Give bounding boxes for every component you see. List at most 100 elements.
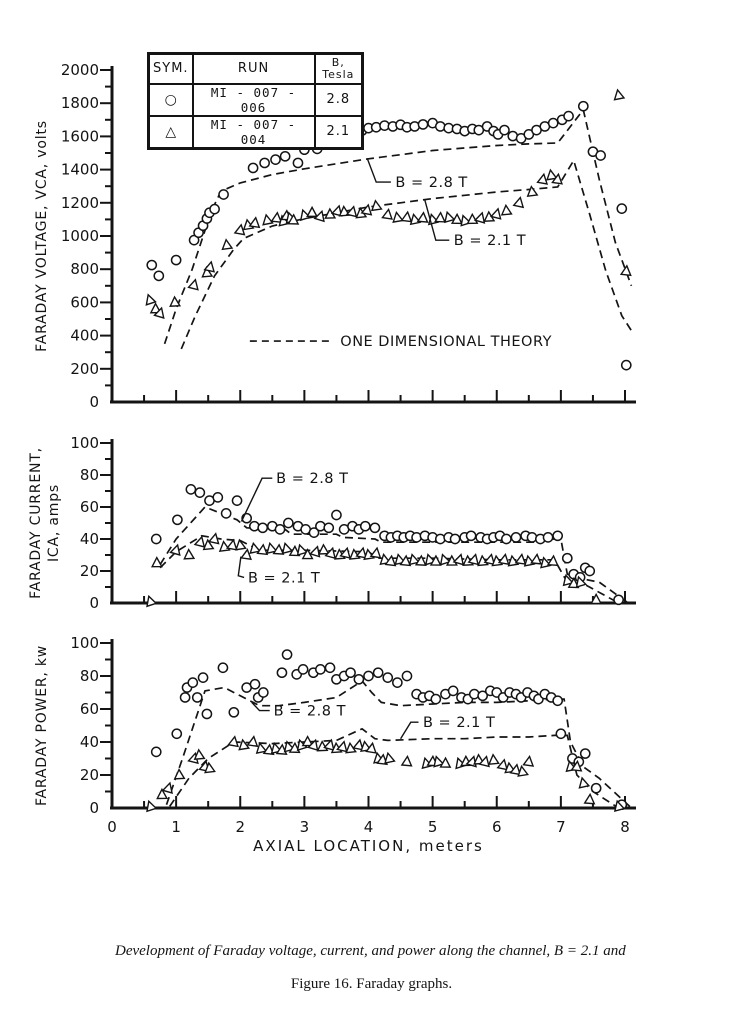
data-point-circle <box>401 670 413 682</box>
y-axis-title: FARADAY VOLTAGE, VCA, volts <box>34 120 50 352</box>
y-axis-tick-label: 1800 <box>61 94 99 112</box>
data-point-circle <box>447 685 459 697</box>
data-point-circle <box>281 649 293 660</box>
data-point-circle <box>555 728 567 740</box>
data-point-triangle <box>578 776 591 789</box>
data-point-circle <box>477 690 488 702</box>
data-point-triangle <box>146 799 158 813</box>
data-point-circle <box>150 746 162 758</box>
data-point-triangle <box>445 554 458 566</box>
data-point-triangle <box>414 554 427 567</box>
y-axis-tick-label: 1400 <box>61 161 99 179</box>
data-point-triangle <box>496 758 509 771</box>
data-point-triangle <box>497 553 510 566</box>
data-point-circle <box>279 150 291 162</box>
theory-curve <box>180 158 633 350</box>
x-axis-tick-label: 4 <box>364 818 374 836</box>
data-point-triangle <box>272 543 285 555</box>
data-point-triangle <box>336 740 348 753</box>
annotation-leader-line <box>237 556 245 579</box>
legend-run-id: MI - 007 - 006 <box>191 82 316 117</box>
x-axis-tick-label: 0 <box>107 818 117 836</box>
faraday-figure: 0200400600800100012001400160018002000FAR… <box>28 61 636 855</box>
data-point-circle <box>363 670 374 682</box>
data-point-triangle <box>583 792 596 805</box>
y-axis-tick-label: 100 <box>70 434 99 452</box>
data-point-circle <box>197 672 209 684</box>
data-point-circle <box>392 677 403 688</box>
data-point-circle <box>353 673 365 685</box>
data-point-triangle <box>399 554 412 567</box>
annotation-leader-line <box>400 721 419 740</box>
data-point-triangle <box>156 787 169 800</box>
data-point-triangle <box>360 203 373 216</box>
y-axis-title: FARADAY POWER, kw <box>34 645 50 806</box>
data-point-triangle <box>352 738 364 751</box>
data-point-circle <box>171 728 183 740</box>
data-point-circle <box>552 530 564 542</box>
data-point-circle <box>577 100 589 112</box>
theory-curve <box>165 679 632 809</box>
data-point-triangle <box>416 211 429 223</box>
data-point-triangle <box>202 538 215 551</box>
data-point-circle <box>369 522 381 534</box>
data-point-circle <box>331 509 342 521</box>
data-point-circle <box>552 695 564 707</box>
data-point-circle <box>315 664 326 675</box>
annotation-leader-line <box>251 701 270 712</box>
data-point-triangle <box>408 553 421 566</box>
data-point-triangle <box>161 781 173 794</box>
y-axis-tick-label: 200 <box>70 360 99 378</box>
data-point-triangle <box>444 210 456 224</box>
data-point-triangle <box>173 768 186 780</box>
annotation-label: B = 2.8 T <box>395 175 467 191</box>
data-point-circle <box>191 692 203 703</box>
data-point-circle <box>218 189 229 200</box>
data-point-triangle <box>242 218 255 231</box>
annotation-label: B = 2.1 T <box>423 715 495 731</box>
y-axis-tick-label: 80 <box>80 667 99 685</box>
data-point-circle <box>257 522 269 534</box>
data-point-triangle <box>287 213 300 225</box>
data-point-triangle <box>381 207 393 220</box>
data-point-circle <box>372 667 384 679</box>
data-point-triangle <box>221 238 234 251</box>
data-point-circle <box>153 270 165 282</box>
data-point-triangle <box>575 575 588 589</box>
data-point-triangle <box>526 185 539 198</box>
data-point-circle <box>249 678 261 690</box>
data-point-triangle <box>345 205 358 218</box>
data-point-triangle <box>316 740 329 752</box>
data-point-triangle <box>433 755 445 768</box>
data-point-triangle <box>345 741 357 754</box>
data-point-triangle <box>514 552 527 565</box>
data-point-circle <box>282 517 294 529</box>
legend-header-sym: SYM. <box>147 52 194 85</box>
data-point-triangle <box>150 556 163 568</box>
data-point-triangle <box>299 208 312 222</box>
annotation-label: B = 2.1 T <box>248 570 320 586</box>
annotation-leader-line <box>424 200 450 241</box>
data-point-triangle <box>466 212 479 225</box>
data-point-circle <box>185 484 197 495</box>
data-point-triangle <box>262 743 275 756</box>
data-point-triangle <box>512 196 525 209</box>
data-point-circle <box>315 520 326 532</box>
data-point-circle <box>179 692 191 703</box>
y-axis-tick-label: 0 <box>89 799 99 817</box>
data-point-triangle <box>551 172 563 185</box>
data-point-triangle <box>400 210 413 223</box>
data-point-triangle <box>235 538 247 551</box>
data-point-triangle <box>266 541 278 555</box>
data-point-circle <box>201 708 213 720</box>
data-point-circle <box>499 124 510 136</box>
data-point-triangle <box>225 538 238 551</box>
data-point-triangle <box>567 576 580 589</box>
data-point-circle <box>257 687 269 698</box>
data-point-triangle <box>355 546 368 559</box>
legend-row-run-006: ○ MI - 007 - 006 2.8 <box>147 82 364 117</box>
data-point-triangle <box>429 554 442 566</box>
y-axis-tick-label: 40 <box>80 733 99 751</box>
data-point-circle <box>563 110 574 122</box>
